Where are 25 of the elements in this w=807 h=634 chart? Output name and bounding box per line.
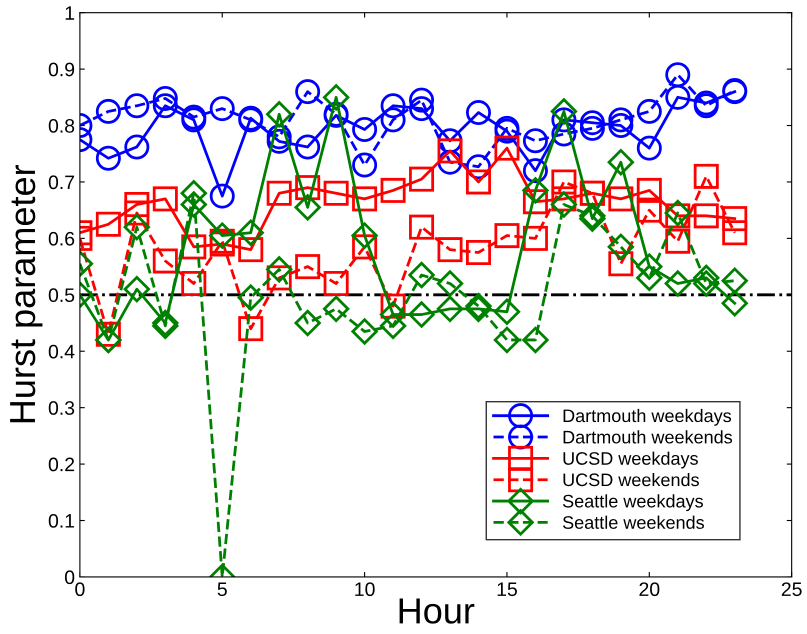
y-tick-label: 0.4 [48, 344, 74, 358]
x-tick-label: 0 [75, 582, 85, 596]
x-tick-label: 25 [782, 582, 802, 596]
y-tick-label: 0 [64, 570, 74, 584]
legend-label: UCSD weekdays [564, 452, 698, 468]
legend-label: UCSD weekends [564, 472, 699, 486]
y-tick-label: 0.7 [48, 175, 74, 190]
legend-label: Seattle weekdays [562, 494, 703, 512]
x-axis-title: Hour [400, 598, 474, 624]
legend-label: Dartmouth weekends [564, 430, 732, 444]
y-tick-label: 0.3 [48, 401, 74, 415]
x-tick-label: 10 [355, 582, 375, 596]
y-tick-label: 0.1 [48, 514, 74, 528]
x-tick-label: 20 [639, 582, 660, 596]
x-tick-label: 5 [218, 582, 227, 596]
x-tick-label: 15 [498, 582, 517, 596]
y-tick-label: 0.8 [48, 119, 74, 133]
y-tick-label: 0.5 [48, 288, 74, 302]
legend-label: Seattle weekends [562, 516, 704, 529]
y-tick-label: 0.6 [48, 232, 74, 246]
y-tick-label: 1 [66, 6, 74, 20]
y-axis-title: Hurst parameter [10, 164, 42, 422]
y-tick-label: 0.2 [48, 458, 74, 472]
legend-label: Dartmouth weekdays [564, 408, 732, 426]
y-tick-label: 0.9 [48, 62, 74, 76]
